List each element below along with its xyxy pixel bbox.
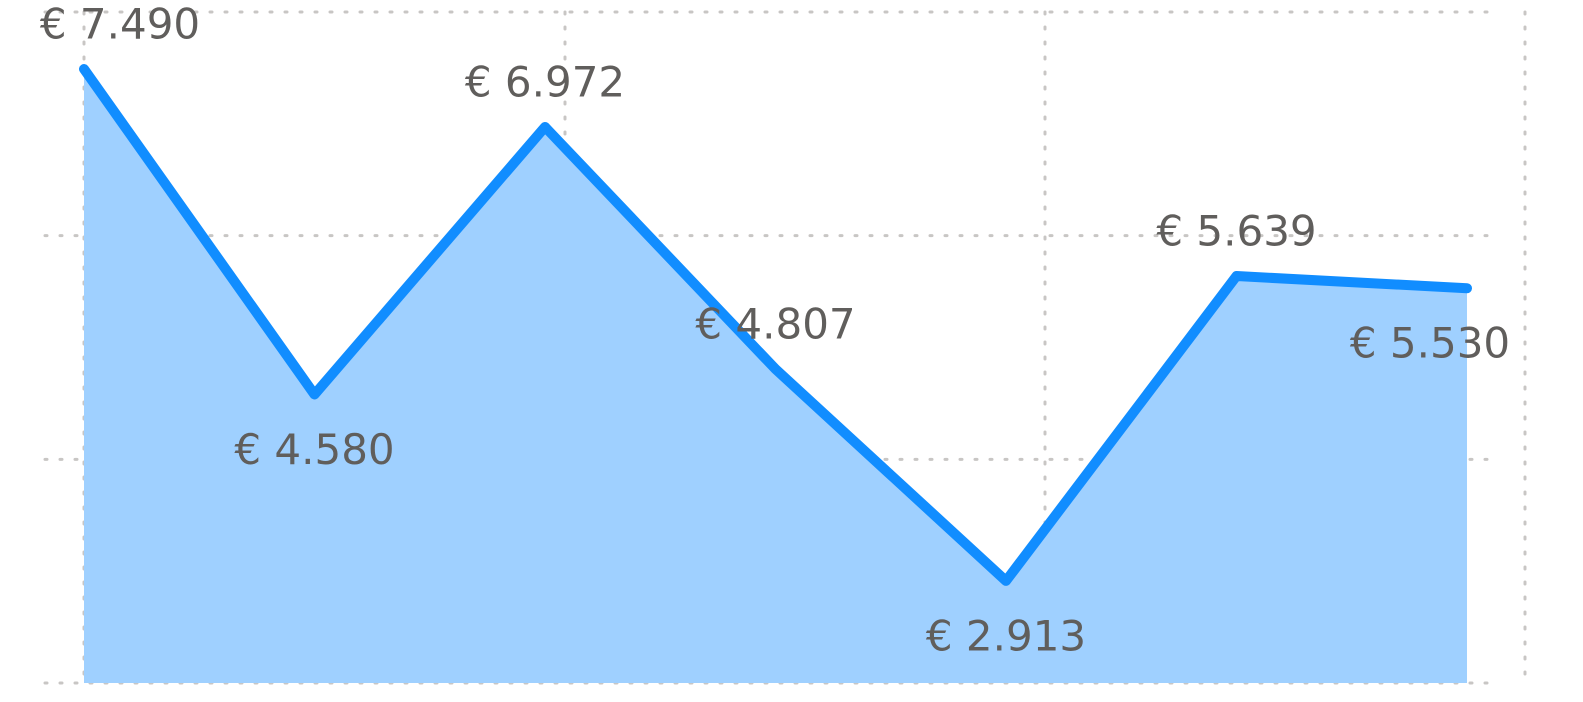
data-label: € 4.807 <box>695 300 855 349</box>
data-label: € 4.580 <box>234 425 394 474</box>
data-label: € 6.972 <box>465 57 625 106</box>
data-label: € 2.913 <box>926 611 1086 660</box>
area <box>84 69 1467 683</box>
data-label: € 5.639 <box>1156 207 1316 256</box>
data-label: € 7.490 <box>40 0 200 49</box>
data-label: € 5.530 <box>1350 319 1510 368</box>
line <box>79 64 1472 586</box>
